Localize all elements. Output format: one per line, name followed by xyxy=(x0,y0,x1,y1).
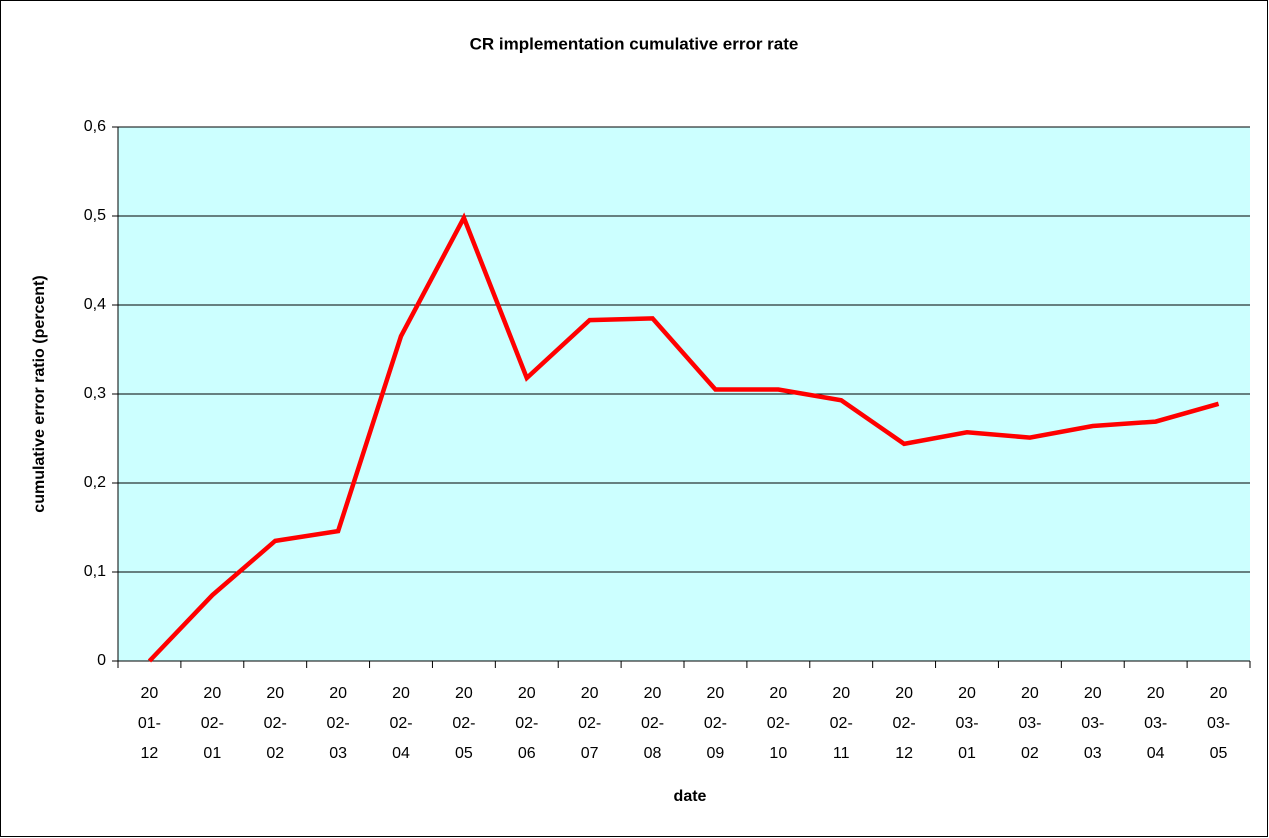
x-tick-label: 20 03-02 xyxy=(1018,685,1041,762)
y-tick-label: 0,3 xyxy=(84,385,106,402)
data-line xyxy=(147,212,1220,663)
x-tick-label: 20 02-02 xyxy=(264,685,287,762)
x-tick-label: 20 03-05 xyxy=(1207,685,1230,762)
x-tick-label: 20 03-04 xyxy=(1144,685,1167,762)
x-tick-label: 20 02-06 xyxy=(515,685,538,762)
x-tick-label: 20 02-01 xyxy=(201,685,224,762)
y-tick-label: 0 xyxy=(97,652,106,669)
y-axis-label: cumulative error ratio (percent) xyxy=(31,275,48,512)
x-tick-label: 20 02-04 xyxy=(389,685,412,762)
y-tick-label: 0,2 xyxy=(84,474,106,491)
y-tick-label: 0,6 xyxy=(84,118,106,135)
x-tick-label: 20 02-03 xyxy=(327,685,350,762)
y-tick-label: 0,5 xyxy=(84,207,106,224)
x-tick-label: 20 01-12 xyxy=(138,685,161,762)
x-tick-label: 20 02-07 xyxy=(578,685,601,762)
x-tick-label: 20 02-12 xyxy=(893,685,916,762)
x-tick-label: 20 02-10 xyxy=(767,685,790,762)
y-tick-label: 0,1 xyxy=(84,563,106,580)
x-tick-label: 20 02-08 xyxy=(641,685,664,762)
x-tick-label: 20 02-05 xyxy=(452,685,475,762)
x-tick-label: 20 02-11 xyxy=(830,685,853,762)
x-axis-label: date xyxy=(674,788,707,805)
chart-title: CR implementation cumulative error rate xyxy=(470,34,799,53)
x-tick-label: 20 02-09 xyxy=(704,685,727,762)
x-tick-label: 20 03-03 xyxy=(1081,685,1104,762)
x-tick-label: 20 03-01 xyxy=(955,685,978,762)
y-tick-label: 0,4 xyxy=(84,296,106,313)
